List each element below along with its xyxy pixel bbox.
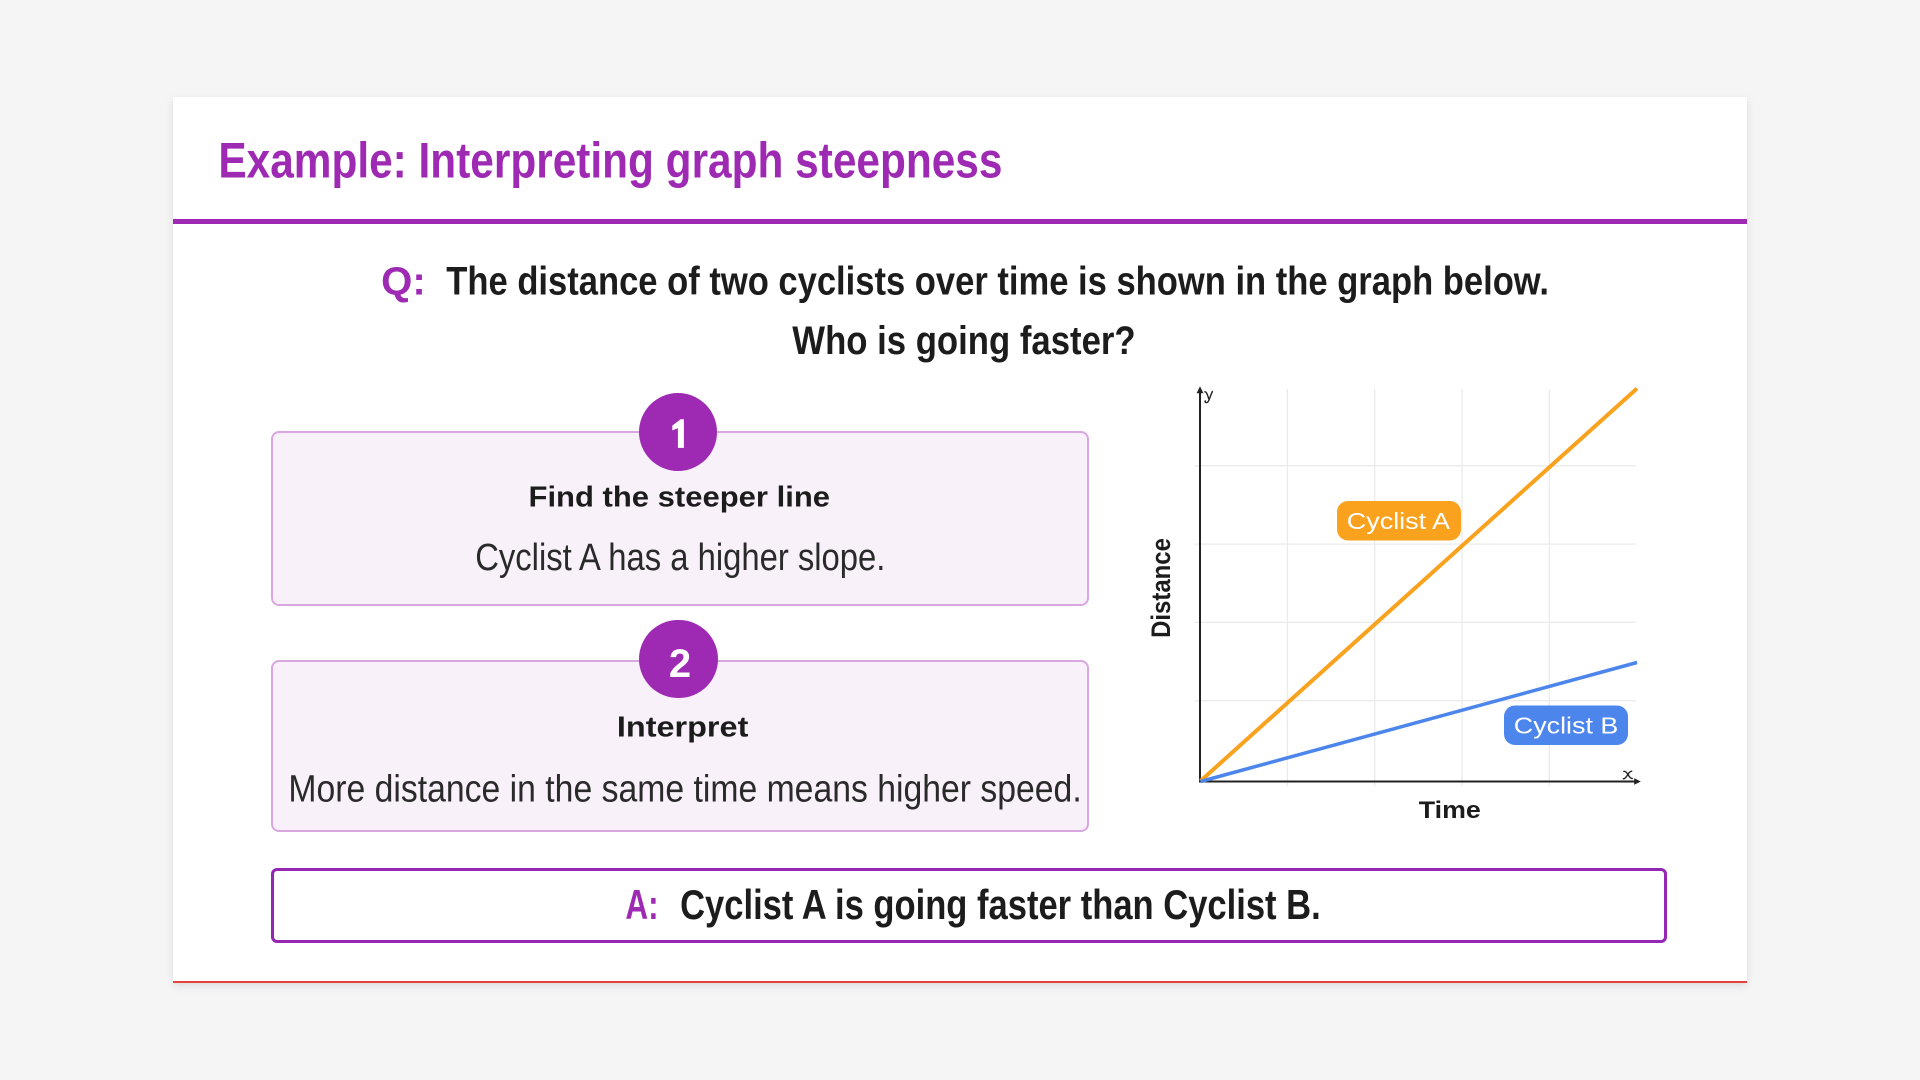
svg-text:Cyclist A has a higher slope.: Cyclist A has a higher slope. [475, 537, 885, 579]
svg-text:2: 2 [669, 642, 691, 686]
svg-text:The distance of two cyclists o: The distance of two cyclists over time i… [446, 260, 1549, 304]
svg-text:Cyclist B: Cyclist B [1514, 712, 1619, 738]
svg-text:Who is going faster?: Who is going faster? [792, 319, 1135, 363]
svg-text:More distance in the same time: More distance in the same time means hig… [288, 769, 1081, 811]
svg-text:Interpret: Interpret [617, 712, 749, 744]
svg-text:Distance: Distance [1146, 538, 1176, 638]
svg-text:Example: Interpreting graph st: Example: Interpreting graph steepness [218, 133, 1002, 189]
svg-text:Time: Time [1419, 797, 1481, 824]
svg-text:Q:: Q: [381, 260, 426, 304]
svg-text:Find the steeper line: Find the steeper line [529, 481, 831, 513]
svg-text:Cyclist A is going faster than: Cyclist A is going faster than Cyclist B… [680, 881, 1321, 928]
svg-text:A:: A: [625, 881, 658, 928]
svg-text:Cyclist A: Cyclist A [1347, 508, 1451, 534]
